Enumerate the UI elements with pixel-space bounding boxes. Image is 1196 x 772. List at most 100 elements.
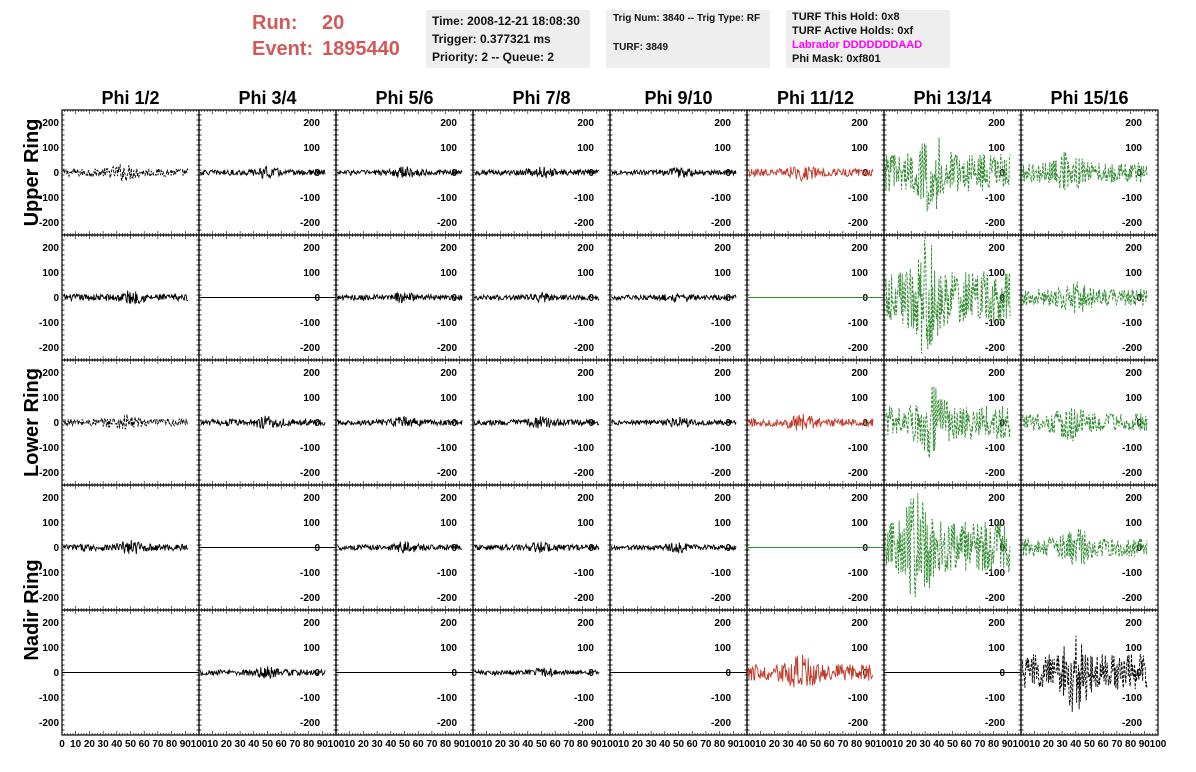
y-tick-label: -100 — [300, 443, 320, 454]
y-tick-label: -200 — [985, 218, 1005, 229]
y-tick-label: 100 — [988, 393, 1005, 404]
y-tick-label: 200 — [42, 243, 59, 254]
waveform-trace — [610, 417, 737, 429]
waveform-trace — [610, 542, 737, 554]
y-tick-label: 0 — [1136, 168, 1142, 179]
y-tick-label: -200 — [39, 593, 59, 604]
waveform-trace — [884, 239, 1011, 354]
y-tick-label: 100 — [988, 268, 1005, 279]
y-tick-label: 100 — [440, 518, 457, 529]
y-tick-label: -100 — [711, 318, 731, 329]
y-tick-label: -200 — [711, 593, 731, 604]
y-tick-label: 200 — [577, 118, 594, 129]
y-tick-label: 0 — [862, 293, 868, 304]
y-tick-label: -200 — [848, 593, 868, 604]
y-tick-label: 100 — [303, 143, 320, 154]
y-tick-label: -100 — [985, 318, 1005, 329]
y-tick-label: 0 — [314, 543, 320, 554]
column-header: Phi 9/10 — [644, 88, 712, 108]
y-tick-label: 0 — [588, 168, 594, 179]
y-tick-label: 100 — [42, 393, 59, 404]
y-tick-label: 100 — [440, 143, 457, 154]
y-tick-label: 200 — [714, 368, 731, 379]
run-event-box: Run: 20 Event: 1895440 — [252, 10, 400, 62]
y-tick-label: -100 — [711, 443, 731, 454]
trigger-info-box: Trig Num: 3840 -- Trig Type: RF TURF: 38… — [606, 10, 770, 68]
y-tick-label: 0 — [451, 418, 457, 429]
column-header: Phi 5/6 — [375, 88, 433, 108]
waveform-trace — [1021, 407, 1148, 442]
y-tick-label: 200 — [440, 118, 457, 129]
y-tick-label: 100 — [42, 268, 59, 279]
y-tick-label: -100 — [39, 193, 59, 204]
y-tick-label: 100 — [42, 518, 59, 529]
y-tick-label: -200 — [574, 218, 594, 229]
waveform-panel: -200 -100 0 100 200 — [472, 109, 611, 236]
y-tick-label: -100 — [39, 443, 59, 454]
y-tick-label: -100 — [574, 568, 594, 579]
y-tick-label: 200 — [577, 368, 594, 379]
ring-label: Lower Ring — [21, 368, 43, 477]
waveform-trace — [611, 293, 737, 304]
waveform-trace — [747, 413, 874, 431]
y-tick-label: 0 — [999, 293, 1005, 304]
y-tick-label: -200 — [300, 468, 320, 479]
y-tick-label: 0 — [53, 418, 59, 429]
y-tick-label: -200 — [711, 218, 731, 229]
y-tick-label: 0 — [314, 418, 320, 429]
y-tick-label: 100 — [303, 393, 320, 404]
y-tick-label: 100 — [714, 518, 731, 529]
waveform-trace — [336, 291, 463, 304]
column-header: Phi 11/12 — [777, 88, 854, 108]
waveform-trace — [884, 137, 1011, 213]
y-tick-label: -100 — [574, 193, 594, 204]
waveform-trace — [63, 414, 189, 430]
y-tick-label: -200 — [437, 468, 457, 479]
y-tick-label: -100 — [574, 318, 594, 329]
y-tick-label: 200 — [303, 118, 320, 129]
y-tick-label: 0 — [725, 418, 731, 429]
y-tick-label: -100 — [437, 193, 457, 204]
y-tick-label: -100 — [1122, 443, 1142, 454]
waveform-trace — [62, 540, 189, 555]
y-tick-label: 200 — [988, 368, 1005, 379]
y-tick-label: -200 — [39, 218, 59, 229]
y-tick-label: 0 — [588, 293, 594, 304]
y-tick-label: 200 — [440, 368, 457, 379]
y-tick-label: -200 — [1122, 343, 1142, 354]
y-tick-label: -100 — [711, 193, 731, 204]
waveform-trace — [199, 165, 326, 179]
trigger-text: Trigger: 0.377321 ms — [432, 32, 551, 46]
y-tick-label: -200 — [848, 468, 868, 479]
y-tick-label: -200 — [1122, 218, 1142, 229]
waveform-trace — [474, 166, 600, 179]
y-tick-label: 200 — [1125, 118, 1142, 129]
waveform-trace — [336, 166, 463, 178]
y-tick-label: -200 — [300, 218, 320, 229]
y-tick-label: -100 — [848, 193, 868, 204]
y-tick-label: 0 — [53, 543, 59, 554]
y-tick-label: 100 — [577, 143, 594, 154]
y-tick-label: -100 — [1122, 318, 1142, 329]
y-tick-label: 100 — [988, 143, 1005, 154]
y-tick-label: 200 — [851, 243, 868, 254]
y-tick-label: 200 — [42, 368, 59, 379]
waveform-trace — [336, 416, 463, 428]
y-tick-label: 200 — [42, 118, 59, 129]
waveform-trace — [473, 291, 600, 304]
waveform-trace — [473, 416, 600, 429]
y-tick-label: -100 — [985, 193, 1005, 204]
